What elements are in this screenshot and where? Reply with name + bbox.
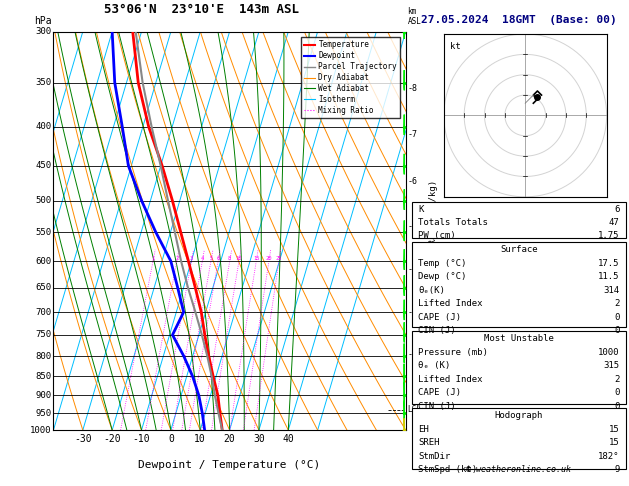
Text: 350: 350 (36, 78, 52, 87)
Text: 8: 8 (228, 256, 231, 261)
Text: Most Unstable: Most Unstable (484, 334, 554, 344)
Text: 20: 20 (265, 256, 272, 261)
Text: 3: 3 (190, 256, 193, 261)
Text: 5: 5 (209, 256, 213, 261)
Text: kt: kt (450, 42, 461, 51)
FancyBboxPatch shape (412, 408, 626, 469)
Text: Pressure (mb): Pressure (mb) (418, 348, 488, 357)
Text: CIN (J): CIN (J) (418, 401, 456, 411)
Text: 9: 9 (614, 465, 620, 474)
Text: 10: 10 (194, 434, 206, 444)
Text: Surface: Surface (500, 245, 538, 254)
Text: StmSpd (kt): StmSpd (kt) (418, 465, 477, 474)
Text: -20: -20 (103, 434, 121, 444)
Text: PW (cm): PW (cm) (418, 231, 456, 241)
Text: 4: 4 (201, 256, 204, 261)
Text: 6: 6 (614, 205, 620, 213)
Text: CIN (J): CIN (J) (418, 326, 456, 335)
Text: 27.05.2024  18GMT  (Base: 00): 27.05.2024 18GMT (Base: 00) (421, 15, 617, 25)
Text: Temp (°C): Temp (°C) (418, 259, 467, 268)
Text: -10: -10 (133, 434, 150, 444)
Text: 300: 300 (36, 27, 52, 36)
Text: 40: 40 (282, 434, 294, 444)
Text: km
ASL: km ASL (408, 7, 421, 26)
Text: Dewpoint / Temperature (°C): Dewpoint / Temperature (°C) (138, 460, 321, 470)
Text: 2: 2 (614, 299, 620, 308)
Text: 6: 6 (216, 256, 220, 261)
Text: Mixing Ratio (g/kg): Mixing Ratio (g/kg) (430, 180, 438, 282)
Text: © weatheronline.co.uk: © weatheronline.co.uk (467, 465, 571, 473)
Text: 650: 650 (36, 283, 52, 292)
Text: 1.75: 1.75 (598, 231, 620, 241)
Text: 800: 800 (36, 352, 52, 361)
Text: 0: 0 (614, 388, 620, 397)
Text: 2: 2 (175, 256, 179, 261)
Text: 400: 400 (36, 122, 52, 131)
Text: 850: 850 (36, 372, 52, 381)
Text: SREH: SREH (418, 438, 440, 447)
Text: Totals Totals: Totals Totals (418, 218, 488, 227)
Text: Hodograph: Hodograph (495, 411, 543, 420)
Legend: Temperature, Dewpoint, Parcel Trajectory, Dry Adiabat, Wet Adiabat, Isotherm, Mi: Temperature, Dewpoint, Parcel Trajectory… (301, 37, 400, 118)
FancyBboxPatch shape (412, 242, 626, 328)
Text: 450: 450 (36, 161, 52, 170)
Text: -8: -8 (408, 84, 418, 93)
FancyBboxPatch shape (412, 202, 626, 238)
Text: Lifted Index: Lifted Index (418, 375, 483, 384)
FancyBboxPatch shape (412, 331, 626, 404)
Text: 53°06'N  23°10'E  143m ASL: 53°06'N 23°10'E 143m ASL (104, 2, 299, 16)
Text: θₑ (K): θₑ (K) (418, 361, 450, 370)
Text: -3: -3 (408, 308, 418, 316)
Text: 15: 15 (609, 438, 620, 447)
Text: 1: 1 (152, 256, 155, 261)
Text: 1000: 1000 (598, 348, 620, 357)
Text: 500: 500 (36, 196, 52, 205)
Text: -4: -4 (408, 265, 418, 274)
Text: EH: EH (418, 425, 429, 434)
Text: θₑ(K): θₑ(K) (418, 286, 445, 295)
Text: 182°: 182° (598, 451, 620, 461)
Text: -2: -2 (408, 349, 418, 359)
Text: 600: 600 (36, 257, 52, 265)
Text: 17.5: 17.5 (598, 259, 620, 268)
Text: 15: 15 (609, 425, 620, 434)
Text: -30: -30 (74, 434, 92, 444)
Text: 2: 2 (614, 375, 620, 384)
Text: Dewp (°C): Dewp (°C) (418, 272, 467, 281)
Text: 950: 950 (36, 409, 52, 417)
Text: 314: 314 (603, 286, 620, 295)
Text: 11.5: 11.5 (598, 272, 620, 281)
Text: LCL: LCL (407, 405, 421, 414)
Text: CAPE (J): CAPE (J) (418, 388, 462, 397)
Text: -5: -5 (408, 222, 418, 231)
Text: 25: 25 (276, 256, 282, 261)
Text: 0: 0 (614, 401, 620, 411)
Text: -6: -6 (408, 177, 418, 186)
Text: 20: 20 (224, 434, 235, 444)
Text: 1000: 1000 (30, 426, 52, 434)
Text: 700: 700 (36, 308, 52, 316)
Text: 15: 15 (253, 256, 260, 261)
Text: 30: 30 (253, 434, 265, 444)
Text: hPa: hPa (34, 16, 52, 26)
Text: 47: 47 (609, 218, 620, 227)
Text: CAPE (J): CAPE (J) (418, 312, 462, 322)
Text: 0: 0 (168, 434, 174, 444)
Text: 0: 0 (614, 326, 620, 335)
Text: K: K (418, 205, 424, 213)
Text: 550: 550 (36, 228, 52, 237)
Text: 10: 10 (236, 256, 242, 261)
Text: 0: 0 (614, 312, 620, 322)
Text: 750: 750 (36, 330, 52, 339)
Text: 315: 315 (603, 361, 620, 370)
Text: 900: 900 (36, 391, 52, 400)
Text: Lifted Index: Lifted Index (418, 299, 483, 308)
Text: StmDir: StmDir (418, 451, 450, 461)
Text: -7: -7 (408, 130, 418, 139)
